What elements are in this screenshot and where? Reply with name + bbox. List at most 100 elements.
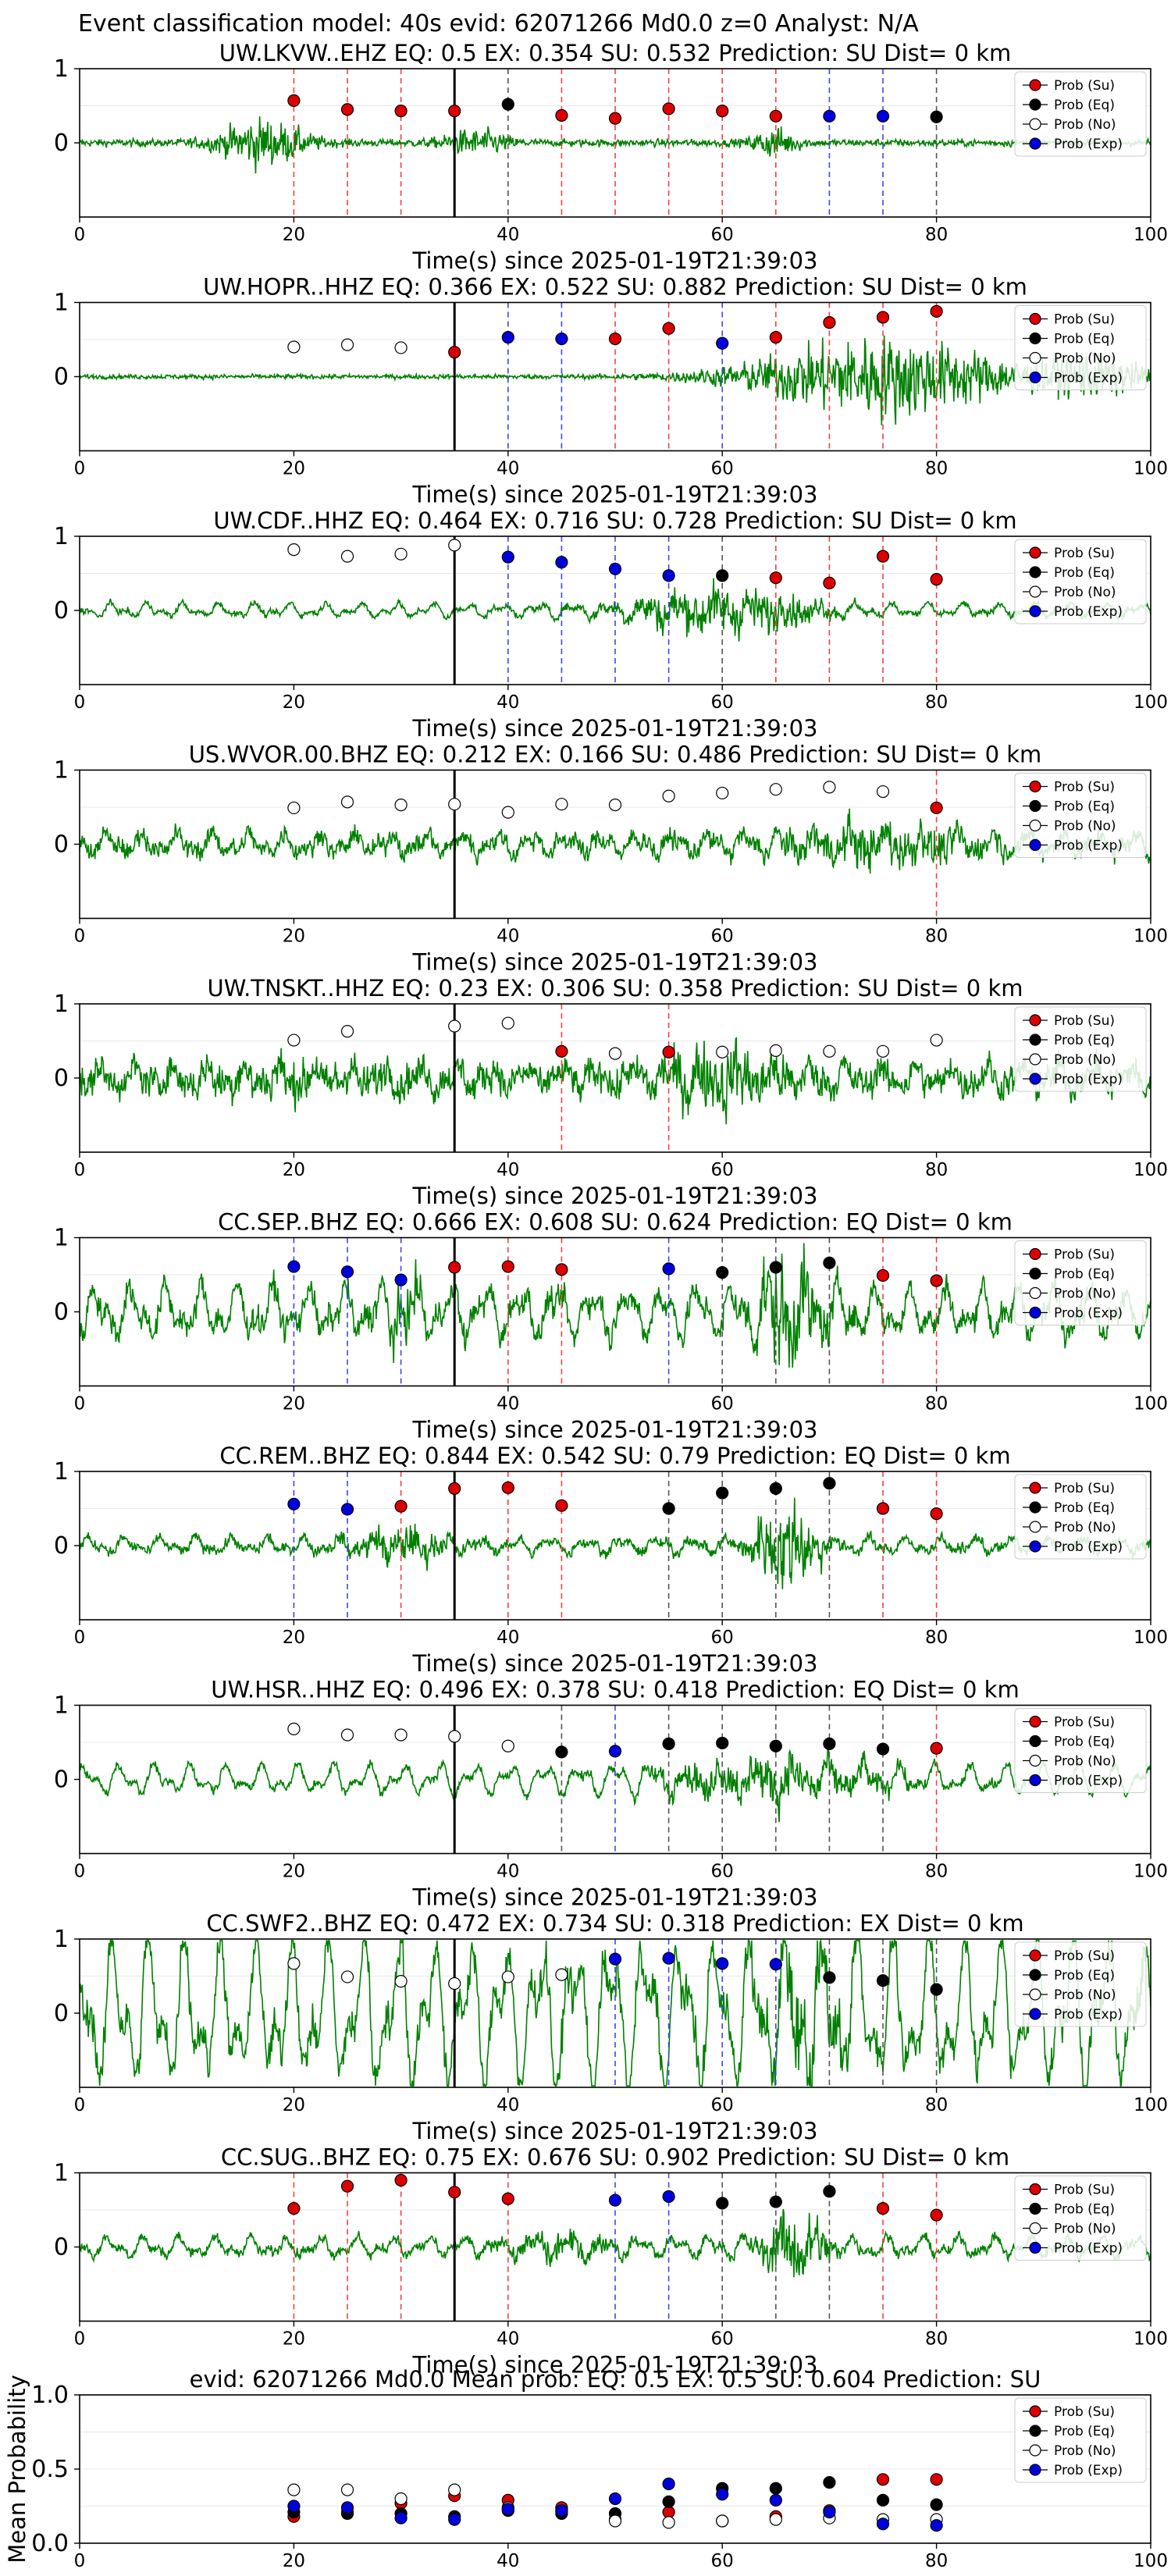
- prob-point-eq: [662, 1502, 675, 1515]
- legend-marker-exp: [1029, 2241, 1041, 2254]
- mean-prob-point-no: [340, 2483, 354, 2496]
- x-tick-label: 60: [711, 1628, 734, 1648]
- prob-point-no: [501, 1970, 514, 1984]
- x-tick-label: 60: [711, 1862, 734, 1882]
- prob-point-su: [930, 801, 943, 815]
- x-axis-label: Time(s) since 2025-01-19T21:39:03: [412, 1183, 818, 1209]
- prob-point-exp: [608, 2194, 622, 2207]
- legend-label: Prob (Eq): [1054, 2202, 1115, 2218]
- x-tick-label: 40: [497, 459, 519, 479]
- x-tick-label: 0: [74, 1628, 86, 1648]
- prob-point-su: [823, 576, 836, 589]
- subplot-title: UW.HSR..HHZ EQ: 0.496 EX: 0.378 SU: 0.41…: [211, 1677, 1019, 1703]
- x-tick-label: 100: [1134, 2095, 1168, 2115]
- prob-point-eq: [930, 1983, 943, 1996]
- prob-point-su: [448, 346, 461, 359]
- prob-point-eq: [716, 1736, 729, 1750]
- legend-marker-no: [1029, 2222, 1041, 2235]
- prob-point-no: [501, 1016, 514, 1030]
- mean-prob-point-no: [608, 2514, 622, 2528]
- y-tick-label: 1: [54, 1458, 69, 1485]
- mean-prob-point-exp: [769, 2493, 782, 2507]
- legend-label: Prob (Su): [1054, 312, 1115, 328]
- y-tick-label: 0.0: [31, 2530, 69, 2557]
- y-tick-label: 1: [54, 1926, 69, 1953]
- x-tick-label: 60: [711, 1394, 734, 1414]
- legend-label: Prob (No): [1054, 2443, 1116, 2459]
- x-tick-label: 100: [1134, 1628, 1168, 1648]
- mean-prob-point-no: [769, 2513, 782, 2526]
- mean-prob-point-exp: [394, 2511, 408, 2524]
- x-tick-label: 100: [1134, 2551, 1168, 2571]
- x-tick-label: 0: [74, 2551, 86, 2571]
- subplot-title: UW.LKVW..EHZ EQ: 0.5 EX: 0.354 SU: 0.532…: [219, 40, 1012, 66]
- axes-frame: [79, 1236, 1151, 1387]
- prob-point-eq: [555, 1745, 568, 1759]
- prob-point-exp: [501, 331, 514, 344]
- x-tick-label: 40: [497, 1160, 519, 1180]
- x-tick-label: 0: [74, 927, 86, 947]
- legend-box: [1014, 2176, 1147, 2261]
- legend-box: [1014, 1708, 1147, 1793]
- prob-point-su: [448, 2186, 461, 2199]
- x-tick-label: 80: [925, 1394, 948, 1414]
- legend-marker-no: [1029, 1053, 1041, 1066]
- prob-point-eq: [716, 1486, 729, 1500]
- mean-prob-point-eq: [769, 2482, 782, 2495]
- legend-marker-exp: [1029, 137, 1041, 150]
- subplot-title: evid: 62071266 Md0.0 Mean prob: EQ: 0.5 …: [190, 2366, 1041, 2393]
- legend-marker-eq: [1029, 566, 1041, 578]
- legend: Prob (Su) Prob (Eq) Prob (No) Prob (Exp): [1014, 1708, 1147, 1793]
- mean-prob-point-su: [930, 2473, 943, 2486]
- x-tick-label: 20: [283, 225, 305, 245]
- mean-prob-point-exp: [287, 2500, 301, 2513]
- y-tick-label: 0: [54, 2000, 69, 2027]
- x-tick-label: 80: [925, 2095, 948, 2115]
- prob-point-su: [448, 1482, 461, 1495]
- y-tick-label: 1: [54, 523, 69, 550]
- mean-prob-point-eq: [823, 2476, 836, 2489]
- prob-point-no: [876, 1044, 890, 1058]
- legend-label: Prob (Exp): [1054, 1539, 1123, 1555]
- x-tick-label: 80: [925, 1628, 948, 1648]
- legend-marker-su: [1029, 1715, 1041, 1728]
- x-tick-label: 20: [283, 459, 305, 479]
- prob-point-su: [876, 2202, 890, 2215]
- prob-point-su: [823, 316, 836, 329]
- mean-prob-point-no: [287, 2483, 301, 2496]
- x-tick-label: 0: [74, 1160, 86, 1180]
- legend-marker-eq: [1029, 98, 1041, 111]
- legend-label: Prob (Exp): [1054, 2007, 1123, 2023]
- legend-label: Prob (No): [1054, 2222, 1116, 2237]
- legend-marker-exp: [1029, 2008, 1041, 2020]
- legend-marker-no: [1029, 1754, 1041, 1767]
- prob-point-su: [716, 105, 729, 118]
- legend-marker-su: [1029, 780, 1041, 793]
- legend-label: Prob (Exp): [1054, 604, 1123, 620]
- subplot-title: UW.HOPR..HHZ EQ: 0.366 EX: 0.522 SU: 0.8…: [203, 274, 1027, 301]
- legend-marker-no: [1029, 351, 1041, 365]
- y-tick-label: 0: [54, 597, 69, 624]
- legend-label: Prob (Su): [1054, 2183, 1115, 2198]
- subplot-2: UW.HOPR..HHZ EQ: 0.366 EX: 0.522 SU: 0.8…: [54, 274, 1168, 508]
- x-tick-label: 80: [925, 2551, 948, 2571]
- prob-point-eq: [501, 98, 514, 111]
- prob-point-su: [769, 109, 782, 123]
- legend-label: Prob (Exp): [1054, 2463, 1123, 2478]
- y-tick-label: 0.5: [31, 2456, 69, 2483]
- x-tick-label: 40: [497, 1862, 519, 1882]
- prob-point-exp: [608, 1952, 622, 1966]
- prob-point-su: [394, 105, 408, 118]
- legend-box: [1014, 773, 1147, 858]
- legend-marker-no: [1029, 2444, 1041, 2457]
- prob-point-eq: [716, 569, 729, 582]
- x-tick-label: 80: [925, 927, 948, 947]
- prob-point-exp: [662, 569, 675, 582]
- prob-point-no: [448, 798, 461, 811]
- prob-point-eq: [716, 1266, 729, 1279]
- mean-prob-point-exp: [555, 2504, 568, 2517]
- legend-marker-exp: [1029, 1073, 1041, 1085]
- y-tick-label: 1: [54, 55, 69, 83]
- legend-label: Prob (No): [1054, 585, 1116, 600]
